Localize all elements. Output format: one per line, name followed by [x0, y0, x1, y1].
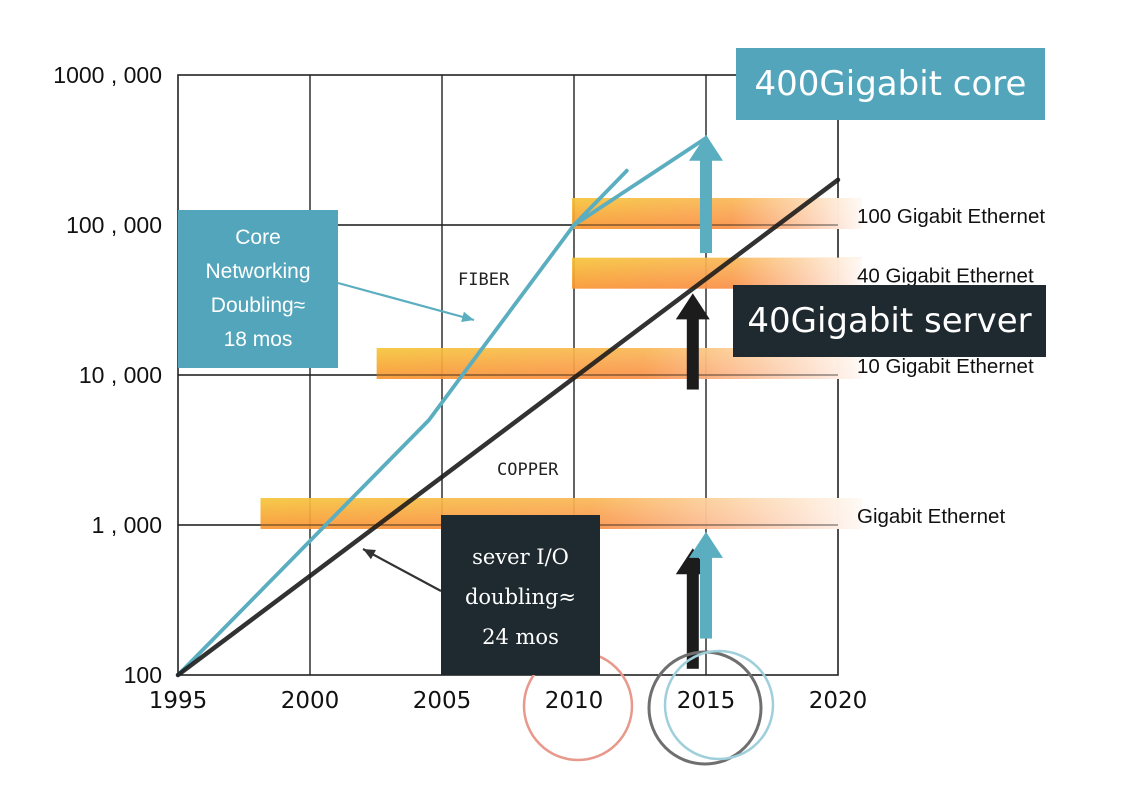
series-line — [572, 136, 708, 227]
fiber-label: FIBER — [458, 270, 510, 290]
y-tick-label: 1 , 000 — [92, 512, 162, 538]
growth-arrow-shaft — [700, 555, 712, 639]
growth-arrow-shaft — [700, 158, 712, 254]
y-tick-label: 100 — [124, 662, 162, 688]
ethernet-band-label: 100 Gigabit Ethernet — [857, 205, 1045, 228]
core-note-line: Doubling≈ — [210, 294, 306, 317]
server-doubling-note: sever I/O doubling≈ 24 mos — [441, 515, 600, 675]
data-lines — [175, 136, 841, 678]
growth-arrows — [675, 134, 723, 669]
server-note-pointer — [362, 548, 442, 592]
growth-arrow-shaft — [686, 317, 699, 390]
ethernet-band-label: Gigabit Ethernet — [857, 505, 1005, 528]
ethernet-band-label: 40 Gigabit Ethernet — [857, 265, 1034, 288]
server-label-box: 40Gigabit server — [733, 285, 1046, 357]
y-tick-label: 1000 , 000 — [53, 62, 162, 88]
x-tick-label: 2000 — [281, 688, 340, 714]
core-note-line: Networking — [205, 260, 311, 283]
x-tick-label: 2020 — [809, 688, 868, 714]
y-tick-label: 100 , 000 — [66, 212, 162, 238]
server-note-line: doubling≈ — [464, 585, 577, 609]
x-tick-label: 2015 — [677, 688, 736, 714]
ethernet-band-fade — [572, 198, 862, 229]
core-note-line: Core — [235, 226, 281, 249]
x-tick-label: 1995 — [149, 688, 208, 714]
chart-labels: 1995 2000 2005 2010 2015 2020 100 1 , 000 10 , 0… — [53, 62, 1045, 714]
copper-label: COPPER — [497, 460, 559, 480]
x-tick-label: 2005 — [413, 688, 472, 714]
series-line — [175, 177, 841, 678]
highlight-circle-2015-blue — [663, 649, 775, 761]
x-tick-label: 2010 — [545, 688, 604, 714]
growth-arrow-head — [675, 293, 710, 320]
core-note-pointer — [337, 281, 475, 322]
core-doubling-note: Core Networking Doubling≈ 18 mos — [178, 210, 338, 368]
growth-arrow-shaft — [686, 572, 699, 669]
core-note-line: 18 mos — [223, 328, 293, 351]
server-note-line: 24 mos — [482, 625, 559, 649]
server-note-pointer-head — [363, 549, 376, 560]
growth-arrow-head — [689, 531, 723, 558]
core-label-box: 400Gigabit core — [736, 48, 1045, 120]
core-note-pointer-head — [461, 311, 474, 322]
y-tick-label: 10 , 000 — [79, 362, 162, 388]
growth-arrow-head — [689, 134, 723, 161]
ethernet-band-label: 10 Gigabit Ethernet — [857, 355, 1034, 378]
ethernet-bands — [178, 198, 863, 529]
server-note-line: sever I/O — [472, 545, 569, 569]
series-line — [176, 168, 629, 677]
